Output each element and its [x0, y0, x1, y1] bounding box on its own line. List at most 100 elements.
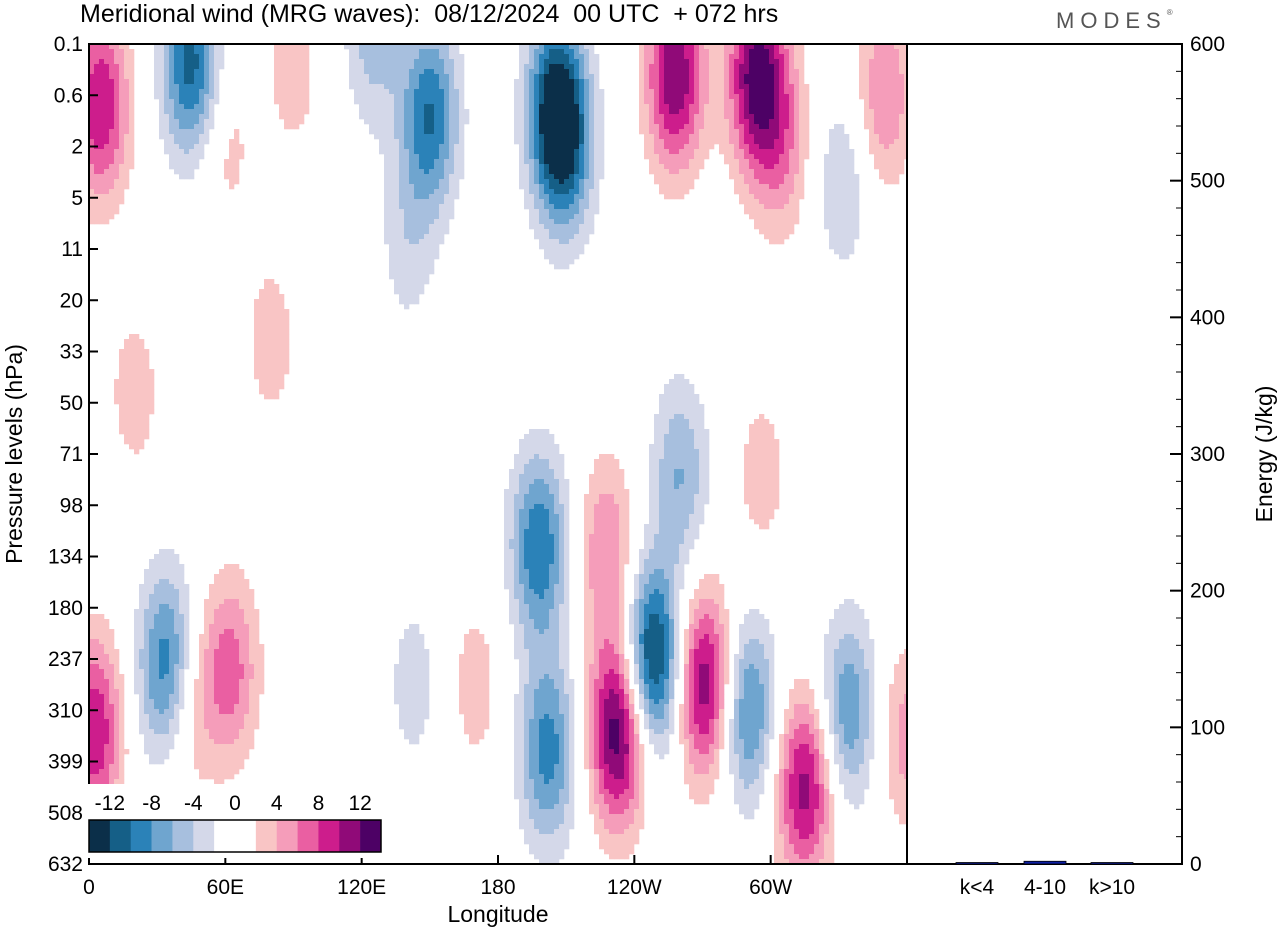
contour-cell [419, 134, 425, 140]
contour-cell [774, 44, 780, 50]
contour-cell [424, 219, 430, 225]
contour-cell [669, 479, 675, 485]
contour-cell [539, 64, 545, 70]
contour-cell [549, 184, 555, 190]
contour-cell [419, 74, 425, 80]
contour-cell [534, 554, 540, 560]
contour-cell [254, 299, 260, 305]
contour-cell [804, 129, 810, 135]
contour-cell [94, 59, 100, 65]
contour-cell [514, 104, 520, 110]
contour-cell [764, 459, 770, 465]
contour-cell [769, 129, 775, 135]
contour-cell [209, 84, 215, 90]
contour-cell [399, 184, 405, 190]
contour-cell [689, 419, 695, 425]
contour-cell [99, 219, 105, 225]
contour-cell [869, 99, 875, 105]
contour-cell [564, 139, 570, 145]
contour-cell [544, 134, 550, 140]
contour-cell [864, 44, 870, 50]
contour-cell [889, 44, 895, 50]
contour-cell [734, 179, 740, 185]
contour-cell [749, 64, 755, 70]
contour-cell [834, 209, 840, 215]
contour-cell [839, 129, 845, 135]
contour-cell [139, 434, 145, 440]
contour-cell [199, 59, 205, 65]
contour-cell [384, 184, 390, 190]
contour-cell [224, 164, 230, 170]
contour-cell [194, 69, 200, 75]
contour-cell [434, 64, 440, 70]
contour-cell [439, 59, 445, 65]
contour-cell [689, 114, 695, 120]
contour-cell [824, 199, 830, 205]
contour-cell [519, 549, 525, 555]
contour-cell [539, 564, 545, 570]
contour-cell [539, 434, 545, 440]
contour-cell [759, 419, 765, 425]
contour-cell [679, 379, 685, 385]
contour-cell [754, 129, 760, 135]
contour-cell [134, 424, 140, 430]
contour-cell [734, 109, 740, 115]
contour-cell [684, 119, 690, 125]
contour-cell [104, 179, 110, 185]
contour-cell [769, 184, 775, 190]
contour-cell [114, 144, 120, 150]
contour-cell [119, 99, 125, 105]
contour-cell [679, 464, 685, 470]
contour-cell [594, 69, 600, 75]
contour-cell [799, 139, 805, 145]
contour-cell [694, 154, 700, 160]
contour-cell [689, 434, 695, 440]
contour-cell [699, 454, 705, 460]
contour-cell [774, 209, 780, 215]
contour-cell [649, 144, 655, 150]
contour-cell [794, 114, 800, 120]
contour-cell [424, 199, 430, 205]
contour-cell [704, 109, 710, 115]
contour-cell [409, 194, 415, 200]
contour-cell [524, 499, 530, 505]
contour-cell [534, 439, 540, 445]
contour-cell [659, 74, 665, 80]
contour-cell [279, 64, 285, 70]
contour-cell [414, 184, 420, 190]
contour-cell [279, 44, 285, 50]
contour-cell [94, 169, 100, 175]
contour-cell [904, 149, 907, 155]
contour-cell [509, 524, 515, 530]
contour-cell [529, 124, 535, 130]
contour-cell [459, 124, 465, 130]
contour-cell [159, 84, 165, 90]
contour-cell [154, 574, 160, 580]
contour-cell [554, 204, 560, 210]
contour-cell [99, 134, 105, 140]
contour-cell [504, 544, 510, 550]
contour-cell [539, 494, 545, 500]
contour-cell [104, 49, 110, 55]
contour-cell [729, 169, 735, 175]
contour-cell [779, 64, 785, 70]
contour-cell [444, 204, 450, 210]
contour-cell [674, 469, 680, 475]
contour-cell [554, 194, 560, 200]
contour-cell [549, 94, 555, 100]
contour-cell [699, 424, 705, 430]
contour-cell [649, 534, 655, 540]
contour-cell [134, 364, 140, 370]
contour-cell [534, 509, 540, 515]
contour-cell [504, 564, 510, 570]
contour-cell [534, 64, 540, 70]
contour-cell [779, 199, 785, 205]
contour-cell [419, 59, 425, 65]
contour-cell [164, 109, 170, 115]
contour-cell [264, 369, 270, 375]
contour-cell [704, 459, 710, 465]
contour-cell [544, 49, 550, 55]
contour-cell [894, 104, 900, 110]
contour-cell [754, 44, 760, 50]
contour-cell [424, 234, 430, 240]
